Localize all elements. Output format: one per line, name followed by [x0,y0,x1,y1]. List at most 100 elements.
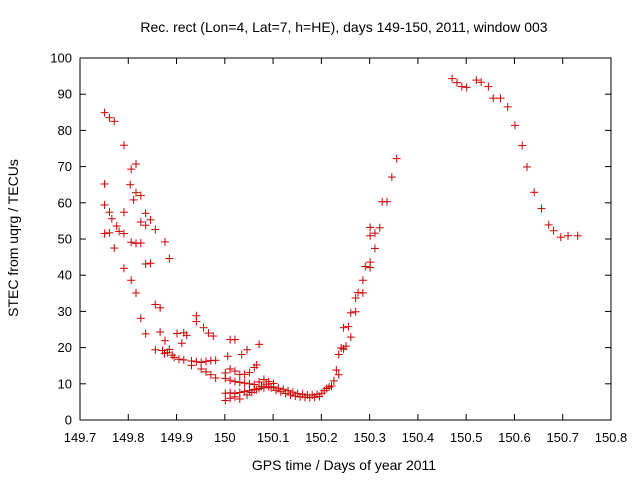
data-point [110,244,119,253]
data-point [387,173,396,182]
data-point [119,229,128,238]
data-point [361,262,370,271]
x-tick-label: 150.5 [450,430,483,445]
data-point [252,360,261,369]
data-point [226,364,235,373]
data-point [247,388,256,397]
data-point [245,379,254,388]
data-point [141,329,150,338]
data-point [206,370,215,379]
data-point [201,367,210,376]
y-tick-label: 0 [65,413,72,428]
data-point [351,307,360,316]
x-axis-label: GPS time / Days of year 2011 [252,457,436,473]
data-point [177,339,186,348]
data-point [518,141,527,150]
data-point [146,259,155,268]
data-point [279,385,288,394]
data-point [322,384,331,393]
data-point [126,180,135,189]
data-point [141,221,150,230]
data-point [226,394,235,403]
y-tick-label: 40 [58,268,72,283]
data-point [141,209,150,218]
data-point [151,225,160,234]
data-point [129,195,138,204]
x-tick-label: 150.6 [498,430,531,445]
data-point [453,78,462,87]
data-point [510,121,519,130]
data-point [310,393,319,402]
data-point [339,323,348,332]
x-tick-label: 149.8 [112,430,145,445]
data-point [209,332,218,341]
data-point [346,333,355,342]
data-point [226,376,235,385]
data-point [127,276,136,285]
data-point [100,229,109,238]
data-point [163,348,172,357]
y-tick-label: 90 [58,87,72,102]
y-tick-label: 80 [58,123,72,138]
data-point [165,345,174,354]
data-point [245,368,254,377]
data-point [503,102,512,111]
data-point [462,83,471,92]
data-point [221,396,230,405]
data-point [257,382,266,391]
data-point [136,217,145,226]
data-point [127,165,136,174]
data-point [346,308,355,317]
data-point [530,188,539,197]
data-point [100,108,109,117]
data-point [127,238,136,247]
x-tick-label: 150.1 [257,430,290,445]
data-point [110,117,119,126]
x-tick-label: 150.3 [353,430,386,445]
data-point [334,350,343,359]
data-point [235,378,244,387]
data-point [327,381,336,390]
data-point [544,220,553,229]
data-point [337,343,346,352]
data-point [341,342,350,351]
data-point [230,392,239,401]
data-point [187,361,196,370]
data-point [240,379,249,388]
data-point [119,208,128,217]
data-point [370,244,379,253]
data-point [112,221,121,230]
data-point [156,303,165,312]
data-point [223,352,232,361]
data-point [107,214,116,223]
data-point [286,391,295,400]
data-point [271,386,280,395]
x-tick-label: 149.7 [64,430,97,445]
data-point [472,76,481,85]
data-point [230,377,239,386]
data-point [351,294,360,303]
data-point [366,258,375,267]
data-point [136,238,145,247]
data-point [201,357,210,366]
data-point [173,329,182,338]
data-point [315,392,324,401]
data-point [262,380,271,389]
y-tick-label: 10 [58,376,72,391]
y-tick-label: 70 [58,159,72,174]
data-point [141,259,150,268]
data-point [448,74,457,83]
data-point [549,226,558,235]
data-point [151,300,160,309]
data-point [105,113,114,122]
data-point [267,383,276,392]
data-point [115,227,124,236]
data-point [358,276,367,285]
data-point [230,335,239,344]
data-point [252,385,261,394]
data-point [564,231,573,240]
data-point [329,376,338,385]
data-point [119,141,128,150]
data-point [537,204,546,213]
